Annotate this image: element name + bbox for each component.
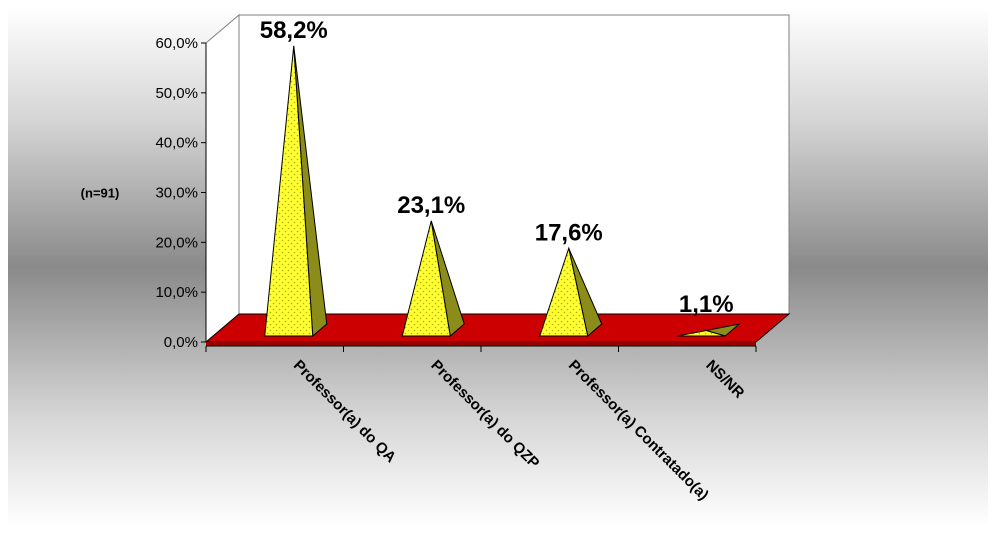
y-tick-label: 30,0% bbox=[155, 185, 198, 202]
bar-front-face bbox=[401, 220, 451, 337]
chart-floor-edge bbox=[206, 342, 756, 346]
y-tick-label: 10,0% bbox=[155, 284, 198, 301]
bar-front-face bbox=[677, 330, 726, 337]
bar-front-face bbox=[264, 45, 314, 337]
data-label: 1,1% bbox=[679, 291, 734, 318]
chart-frame: 0,0% 10,0% 20,0% 30,0% 40,0% 50,0% 60,0% (n=91)… bbox=[8, 8, 988, 527]
chart-back-wall bbox=[238, 14, 790, 315]
x-category-label: Professor(a) Contratado(a) bbox=[565, 357, 712, 504]
pyramid-chart: 0,0% 10,0% 20,0% 30,0% 40,0% 50,0% 60,0% (n=91)… bbox=[81, 13, 791, 504]
y-axis-title: (n=91) bbox=[81, 186, 120, 201]
y-tick-label: 50,0% bbox=[155, 85, 198, 102]
y-tick-label: 0,0% bbox=[164, 334, 198, 351]
data-label: 58,2% bbox=[260, 17, 328, 44]
y-tick-label: 20,0% bbox=[155, 234, 198, 251]
chart-side-wall bbox=[205, 13, 240, 344]
y-tick-label: 40,0% bbox=[155, 135, 198, 152]
bar-front-face bbox=[539, 246, 589, 337]
x-category-label: NS/NR bbox=[702, 357, 747, 402]
data-label: 23,1% bbox=[397, 192, 465, 219]
data-label: 17,6% bbox=[535, 219, 603, 246]
y-tick-label: 60,0% bbox=[155, 35, 198, 52]
x-category-label: Professor(a) do QZP bbox=[427, 357, 542, 472]
x-category-label: Professor(a) do QA bbox=[290, 357, 399, 466]
